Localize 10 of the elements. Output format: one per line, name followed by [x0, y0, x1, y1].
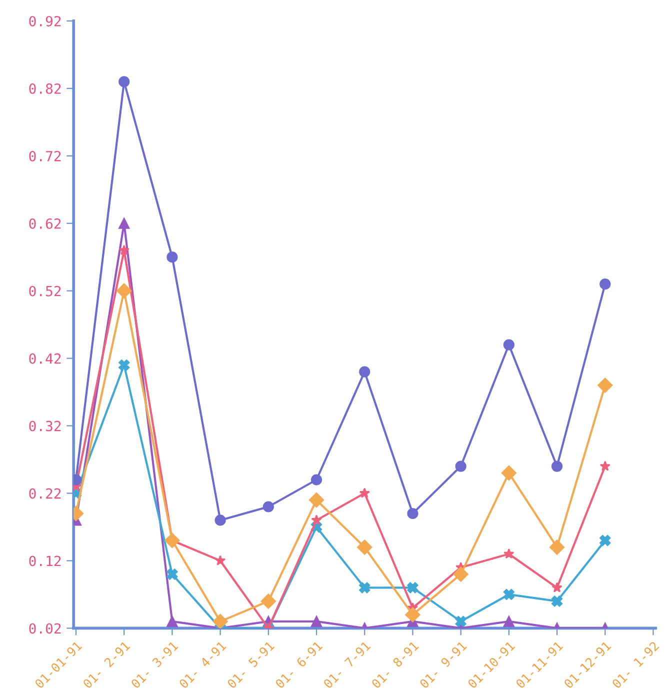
y-tick-label: 0.32 — [29, 420, 61, 432]
y-tick-label: 0.92 — [29, 16, 61, 26]
y-tick-label: 0.82 — [29, 83, 61, 94]
y-tick-label: 0.42 — [29, 353, 61, 364]
y-tick-label: 0.72 — [29, 150, 61, 162]
y-tick-label: 0.62 — [29, 218, 61, 229]
y-tick-label: 0.02 — [29, 623, 61, 634]
y-tick-label: 0.12 — [29, 556, 61, 566]
y-tick-label: 0.52 — [29, 286, 61, 296]
y-tick-label: 0.22 — [29, 488, 61, 499]
